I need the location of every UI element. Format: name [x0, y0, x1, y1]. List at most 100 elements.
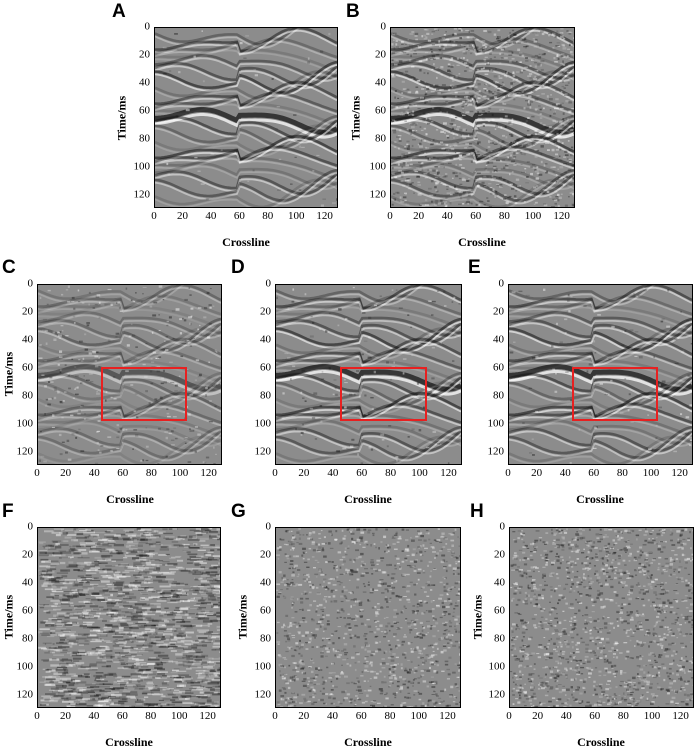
x-tick-label: 80 — [145, 710, 157, 722]
seismic-image — [509, 285, 692, 464]
highlight-box — [101, 366, 188, 422]
x-tick-label: 80 — [145, 467, 157, 479]
x-tick-label: 100 — [170, 710, 188, 722]
x-tick-label: 80 — [262, 210, 274, 222]
x-tick-label: 40 — [559, 467, 571, 479]
x-tick-label: 20 — [59, 710, 71, 722]
x-tick-label: 60 — [355, 710, 367, 722]
y-tick-label: 80 — [139, 132, 150, 145]
x-tick-label: 60 — [589, 710, 601, 722]
panel-d: D Crossline 0 20 40 60 80 100 120 0 20 40 60 80 100 1… — [231, 254, 466, 508]
y-tick-label: 0 — [265, 277, 272, 290]
x-tick-label: 100 — [643, 710, 661, 722]
x-axis-label: Crossline — [106, 492, 154, 506]
y-axis-label: Time/ms — [235, 594, 250, 640]
x-tick-label: 100 — [410, 710, 428, 722]
y-tick-label: 0 — [27, 520, 34, 533]
panel-a: A Time/ms Crossline 0 20 40 60 80 100 120 0 20 40… — [110, 0, 345, 250]
x-tick-label: 120 — [672, 710, 689, 722]
seismic-image — [276, 528, 460, 707]
y-tick-label: 60 — [494, 604, 505, 617]
x-tick-label: 100 — [524, 210, 542, 222]
y-tick-label: 20 — [260, 548, 271, 561]
y-tick-label: 120 — [488, 688, 506, 701]
y-tick-label: 40 — [22, 333, 33, 346]
x-tick-label: 120 — [199, 710, 216, 722]
x-tick-label: 0 — [34, 710, 40, 722]
panel-letter: D — [231, 257, 245, 278]
y-tick-label: 20 — [493, 305, 504, 318]
y-tick-label: 40 — [493, 333, 504, 346]
y-tick-label: 120 — [133, 188, 151, 201]
y-tick-label: 80 — [22, 389, 33, 402]
seismic-section — [390, 27, 575, 208]
x-tick-label: 20 — [531, 467, 543, 479]
y-tick-label: 100 — [16, 660, 34, 673]
x-tick-label: 0 — [272, 467, 278, 479]
x-tick-label: 40 — [560, 710, 572, 722]
seismic-section — [37, 284, 222, 465]
x-axis-label: Crossline — [222, 235, 270, 249]
y-tick-label: 120 — [254, 688, 272, 701]
y-tick-label: 80 — [493, 389, 504, 402]
x-tick-label: 120 — [200, 467, 217, 479]
x-tick-label: 20 — [298, 467, 310, 479]
y-tick-label: 40 — [22, 576, 33, 589]
x-tick-label: 60 — [588, 467, 600, 479]
x-tick-label: 20 — [60, 467, 72, 479]
x-tick-label: 0 — [272, 710, 278, 722]
panel-letter: A — [112, 1, 126, 22]
seismic-section — [154, 27, 338, 208]
seismic-image — [38, 528, 220, 707]
highlight-box — [340, 366, 427, 422]
y-axis-label: Time/ms — [1, 594, 16, 640]
y-tick-label: 100 — [488, 660, 506, 673]
y-tick-label: 40 — [260, 576, 271, 589]
y-tick-label: 100 — [133, 160, 151, 173]
x-tick-label: 100 — [171, 467, 189, 479]
x-tick-label: 20 — [298, 710, 310, 722]
x-tick-label: 20 — [413, 210, 425, 222]
x-tick-label: 60 — [116, 710, 128, 722]
y-tick-label: 80 — [494, 632, 505, 645]
y-tick-label: 0 — [499, 520, 506, 533]
y-tick-label: 120 — [254, 445, 272, 458]
seismic-image — [155, 28, 337, 207]
x-axis-label: Crossline — [344, 735, 392, 749]
y-tick-label: 0 — [380, 20, 387, 33]
x-tick-label: 80 — [616, 467, 628, 479]
x-tick-label: 120 — [440, 467, 457, 479]
seismic-section — [509, 527, 694, 708]
x-tick-label: 0 — [34, 467, 40, 479]
y-tick-label: 40 — [260, 333, 271, 346]
y-tick-label: 60 — [260, 604, 271, 617]
y-tick-label: 0 — [144, 20, 151, 33]
x-tick-label: 40 — [327, 467, 339, 479]
y-tick-label: 0 — [265, 520, 272, 533]
y-tick-label: 20 — [375, 48, 386, 61]
x-tick-label: 0 — [505, 467, 511, 479]
x-tick-label: 40 — [441, 210, 453, 222]
panel-letter: F — [2, 501, 14, 522]
y-tick-label: 120 — [369, 188, 387, 201]
highlight-box — [572, 366, 659, 422]
y-tick-label: 120 — [16, 688, 34, 701]
panel-c: C Time/ms Crossline 0 20 40 60 80 100 120 0 20 40… — [0, 254, 233, 508]
y-tick-label: 60 — [139, 104, 150, 117]
y-tick-label: 80 — [375, 132, 386, 145]
seismic-image — [38, 285, 221, 464]
x-axis-label: Crossline — [576, 492, 624, 506]
x-tick-label: 40 — [327, 710, 338, 722]
panel-b: B Time/ms Crossline 0 20 40 60 80 100 120 0 20 40… — [342, 0, 582, 250]
x-tick-label: 120 — [316, 210, 333, 222]
x-tick-label: 80 — [385, 467, 397, 479]
y-tick-label: 20 — [494, 548, 505, 561]
x-tick-label: 40 — [88, 710, 100, 722]
y-tick-label: 60 — [493, 361, 504, 374]
y-tick-label: 120 — [16, 445, 34, 458]
x-tick-label: 60 — [233, 210, 245, 222]
seismic-image — [276, 285, 461, 464]
panel-letter: E — [468, 257, 481, 278]
x-axis-label: Crossline — [344, 492, 392, 506]
